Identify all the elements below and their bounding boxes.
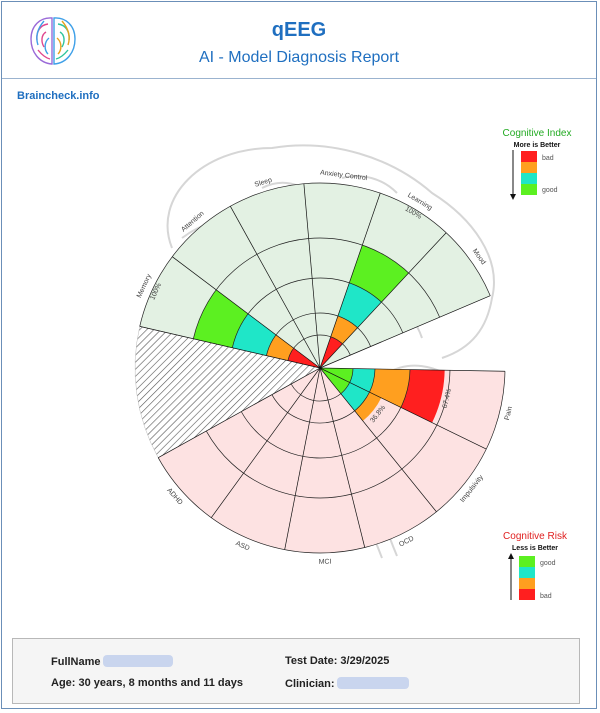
fullname-redacted [102,655,173,667]
clinician-row: Clinician: [285,677,409,690]
report-title: qEEG [271,19,327,41]
index-divider [139,326,321,369]
risk-value-label-pain: 67.4% [442,388,453,409]
brain-logo-icon [30,17,76,65]
index-ring [139,182,491,327]
legend-risk-bad: bad [540,593,552,600]
risk-bar-pain-band-3 [400,369,445,423]
age-text: Age: 30 years, 8 months and 11 days [51,677,243,689]
risk-ring [290,368,354,402]
risk-divider [158,367,321,458]
index-divider [230,206,321,369]
index-bar-memory-band-2 [232,313,277,356]
risk-divider [210,367,321,518]
legend-risk-good: good [540,560,556,567]
index-ring [266,312,371,356]
index-ring [231,277,404,348]
index-divider [319,192,381,369]
index-label-anxiety-control: Anxiety Control [320,169,368,182]
index-ring [192,237,440,339]
cognitive-risk-legend-title: Cognitive Risk [503,531,568,542]
legend-risk-swatch-orange [519,578,535,589]
cognitive-index-arrow-head [510,194,516,200]
index-bar-learning-band-2 [337,282,382,328]
report-subtitle: AI - Model Diagnosis Report [198,49,400,66]
legend-index-bad: bad [542,155,554,162]
legend-index-swatch-orange [521,162,537,173]
risk-bar-impulsivity-band-1 [340,382,370,411]
index-bar-learning-band-0 [320,336,343,368]
fullname-label: FullName [51,656,101,668]
risk-bar-pain-band-2 [369,368,410,408]
index-bar-memory-band-1 [266,334,294,361]
report-header: qEEG AI - Model Diagnosis Report [2,2,596,79]
index-divider [172,256,321,369]
risk-divider [319,367,366,548]
site-link[interactable]: Braincheck.info [17,90,100,102]
hatched-gap [134,326,321,459]
index-bar-learning-band-1 [330,315,358,344]
cognitive-index-legend: Cognitive Index More is Better bad good [503,128,572,200]
risk-ring [205,370,451,499]
risk-divider [284,367,321,550]
risk-bar-pain-band-0 [320,368,353,383]
risk-bar-pain-band-1 [349,368,375,393]
legend-index-swatch-red [521,151,537,162]
risk-divider [319,367,487,450]
risk-ring [240,369,411,459]
index-label-sleep: Sleep [254,177,273,189]
risk-label-mci: MCI [319,559,332,566]
legend-risk-swatch-cyan [519,567,535,578]
cognitive-index-legend-subtitle: More is Better [514,142,561,149]
risk-divider [319,367,505,372]
index-bar-learning-band-3 [349,245,409,303]
legend-index-good: good [542,187,558,194]
risk-label-ocd: OCD [398,535,415,548]
risk-bar-impulsivity-band-0 [320,368,350,394]
risk-label-pain: Pain [504,406,514,421]
risk-bar-impulsivity-band-2 [354,392,382,421]
risk-divider [319,367,437,512]
legend-index-swatch-cyan [521,173,537,184]
index-ring [287,334,351,361]
fullname-row: FullName [51,655,173,668]
index-divider [319,232,447,369]
clinician-redacted [336,677,409,689]
patient-info-panel: FullName Age: 30 years, 8 months and 11 … [12,638,580,704]
legend-risk-swatch-red [519,589,535,600]
risk-ring [271,368,376,424]
legend-index-swatch-green [521,184,537,195]
index-divider [319,295,491,369]
index-divider [303,183,321,369]
polar-sectors [134,182,506,554]
legend-risk-swatch-green [519,556,535,567]
cognitive-risk-legend-subtitle: Less is Better [512,545,558,552]
test-date-text: Test Date: 3/29/2025 [285,655,390,667]
index-bar-memory-band-3 [193,289,249,348]
risk-ring [157,371,506,554]
risk-label-asd: ASD [235,540,251,552]
index-bar-memory-band-0 [287,348,320,368]
cognitive-risk-arrow-head [508,553,514,559]
cognitive-risk-legend: Cognitive Risk Less is Better good bad [503,531,568,600]
cognitive-index-legend-title: Cognitive Index [503,128,572,139]
clinician-label: Clinician: [285,678,335,690]
